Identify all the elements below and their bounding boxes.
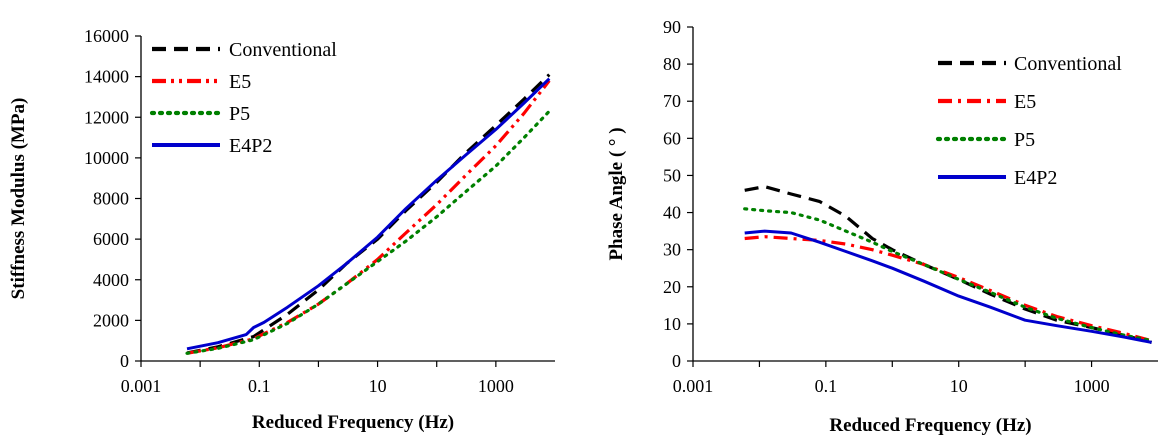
y-tick-label: 2000 [93,310,129,330]
legend-label-p5: P5 [229,103,250,125]
y-tick-label: 20 [663,277,681,297]
plot-area [185,73,551,355]
x-tick-label: 0.1 [248,376,271,396]
x-axis-label: Reduced Frequency (Hz) [252,412,454,433]
series-line-p5 [185,109,551,355]
y-tick-label: 90 [663,17,681,37]
legend-label-p5: P5 [1014,129,1035,151]
y-axis-label: Phase Angle ( ° ) [606,127,627,260]
y-tick-label: 60 [663,128,681,148]
y-tick-label: 14000 [84,67,129,87]
series-line-e5 [186,79,551,355]
y-tick-label: 6000 [93,229,129,249]
y-tick-label: 12000 [84,107,129,127]
y-axis-label: Stiffness Modulus (MPa) [8,98,29,300]
x-tick-label: 0.001 [673,376,714,396]
x-tick-label: 10 [950,376,968,396]
legend: Conventional E5 P5 E4P2 [935,53,1122,189]
x-axis-label: Reduced Frequency (Hz) [829,415,1031,436]
series-line-e5 [744,235,1153,343]
y-tick-label: 8000 [93,189,129,209]
legend-label-e5: E5 [1014,91,1036,113]
legend-label-e4p2: E4P2 [229,135,272,157]
legend-label-conventional: Conventional [1014,53,1122,75]
x-tick-label: 0.001 [121,376,162,396]
series-line-e4p2 [186,77,551,351]
y-tick-label: 10000 [84,148,129,168]
phase-angle-chart: 0 10 20 30 40 50 60 70 80 90 0.001 0.1 10 1000 Reduced… [606,17,1158,436]
y-tick-label: 16000 [84,26,129,46]
y-tick-label: 0 [120,351,129,371]
x-tick-label: 0.1 [815,376,838,396]
stiffness-modulus-chart: 0 2000 4000 6000 8000 10000 12000 14000 16000 0.0… [8,26,555,433]
legend-label-conventional: Conventional [229,39,337,61]
y-tick-label: 70 [663,91,681,111]
x-tick-label: 10 [369,376,387,396]
legend-label-e5: E5 [229,71,251,93]
y-tick-label: 4000 [93,270,129,290]
y-tick-label: 50 [663,165,681,185]
series-line-e4p2 [744,229,1152,344]
x-tick-label: 1000 [1074,376,1110,396]
y-tick-label: 30 [663,240,681,260]
y-tick-label: 40 [663,203,681,223]
legend: Conventional E5 P5 E4P2 [149,39,337,157]
legend-label-e4p2: E4P2 [1014,167,1057,189]
x-tick-label: 1000 [478,376,514,396]
y-tick-label: 10 [663,314,681,334]
plot-area [743,185,1154,344]
y-tick-label: 80 [663,54,681,74]
series-line-conventional [744,185,1153,344]
series-line-p5 [743,207,1154,343]
series-line-conventional [186,73,551,355]
y-tick-label: 0 [672,351,681,371]
